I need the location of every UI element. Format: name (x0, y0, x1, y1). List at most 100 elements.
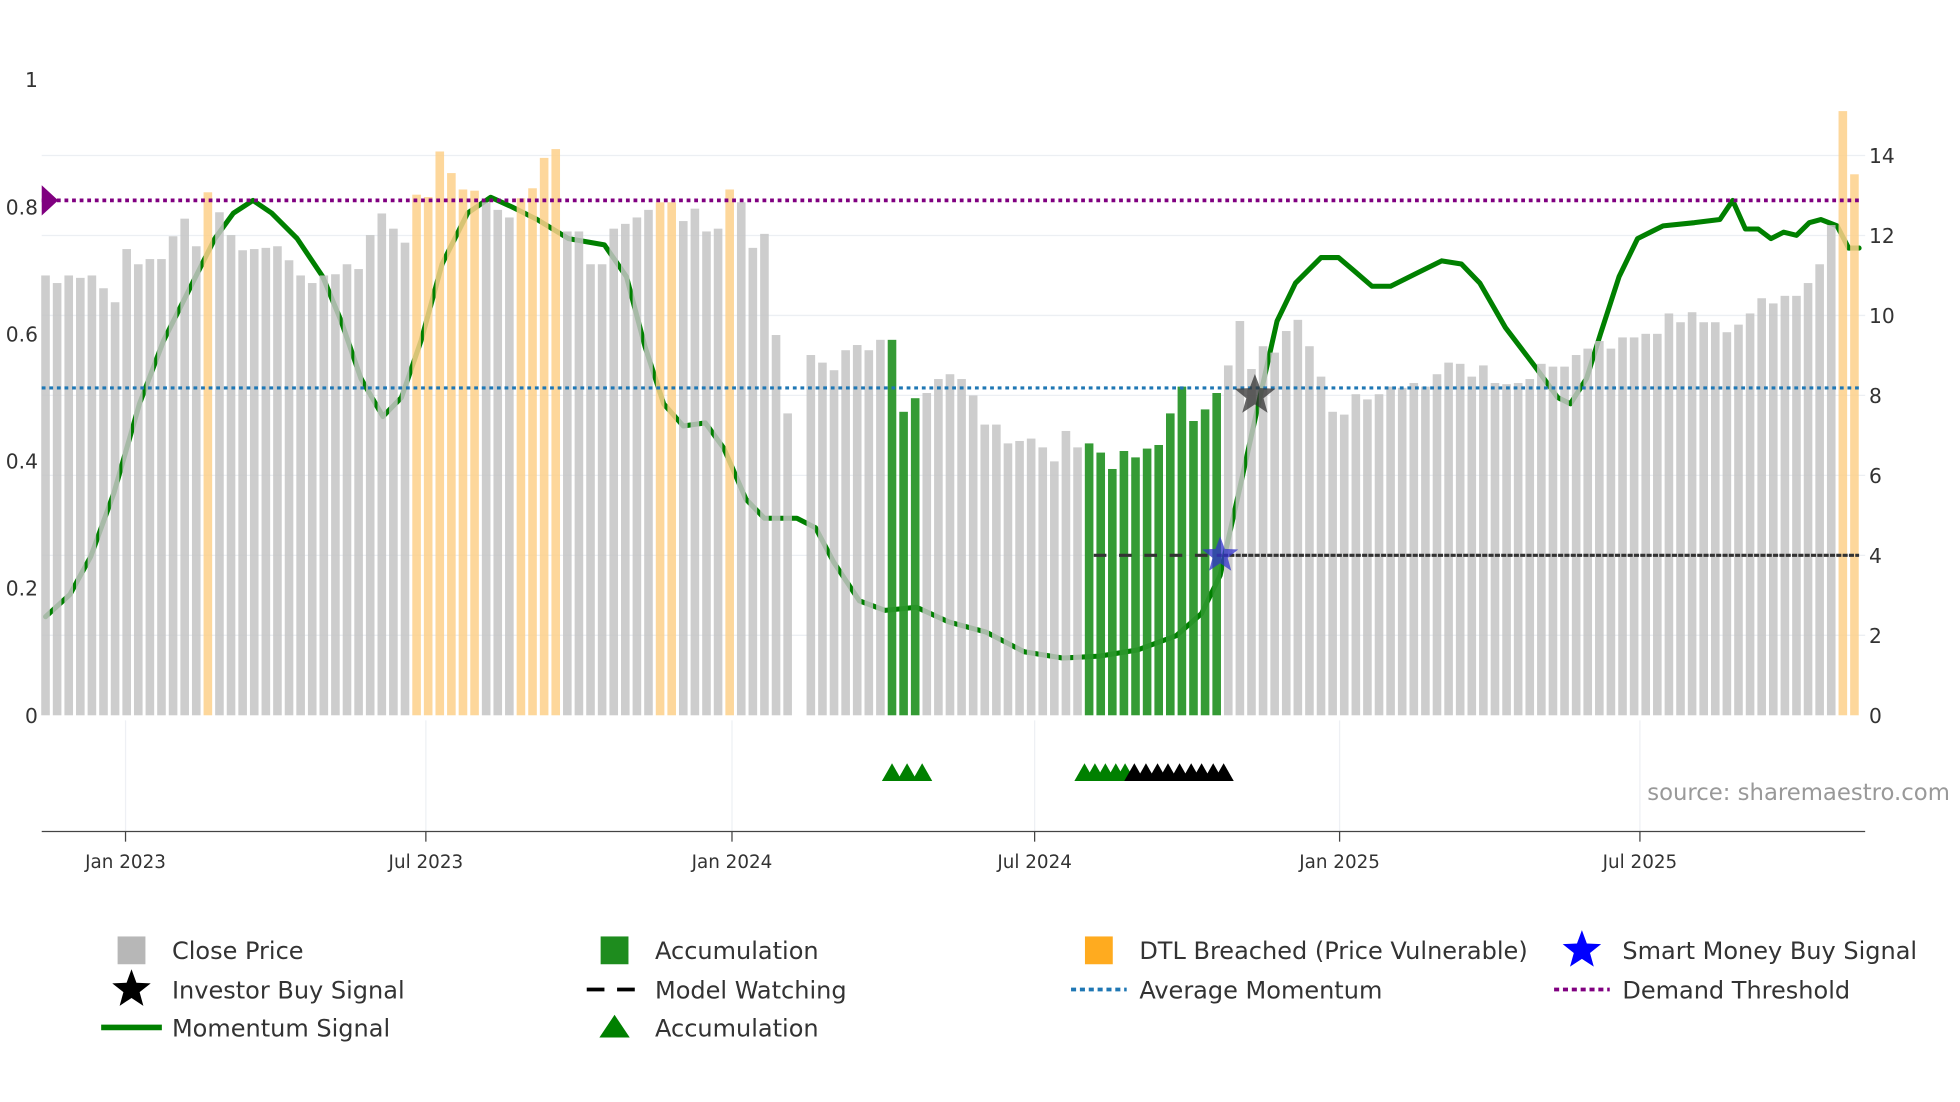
close-price-bar (574, 231, 584, 716)
close-price-bar (505, 217, 514, 716)
close-price-bar (1525, 379, 1535, 716)
close-price-bar (563, 231, 572, 716)
close-price-bar (1583, 348, 1593, 716)
left-y-tick-label: 0.2 (6, 577, 38, 601)
close-price-bar (934, 379, 943, 716)
legend-item: Demand Threshold (1554, 976, 1850, 1004)
close-price-bar (354, 269, 363, 716)
legend-label: Investor Buy Signal (172, 976, 405, 1004)
accumulation-bar (1096, 452, 1106, 716)
close-price-bar (1722, 332, 1732, 716)
legend-label: Momentum Signal (172, 1014, 390, 1042)
legend-item: Momentum Signal (101, 1014, 390, 1042)
close-price-bar (1710, 322, 1720, 716)
right-y-tick-label: 8 (1869, 384, 1882, 408)
close-price-bar (168, 236, 178, 716)
close-price-bar (273, 246, 282, 716)
close-price-bar (64, 275, 74, 716)
accumulation-bar (1165, 413, 1175, 716)
legend-item: Investor Buy Signal (112, 969, 405, 1006)
x-tick-label: Jul 2023 (388, 852, 464, 873)
dtl-breached-bar (1838, 111, 1848, 716)
close-price-bar (122, 249, 131, 716)
smart-money-buy-star-icon (1202, 536, 1239, 571)
close-price-bar (852, 345, 862, 716)
close-price-bar (1316, 376, 1326, 716)
dtl-breached-bar (516, 198, 526, 716)
legend-star-icon (112, 969, 151, 1006)
close-price-bar (87, 275, 97, 716)
close-price-bar (342, 264, 352, 716)
investor-buy-star-icon (1234, 373, 1276, 413)
close-price-bar (1432, 374, 1442, 716)
accumulation-bar (1200, 409, 1210, 716)
dtl-breached-bar (528, 188, 537, 716)
close-price-bar (945, 374, 955, 716)
dtl-breached-bar (539, 157, 549, 716)
legend-label: Demand Threshold (1622, 976, 1850, 1004)
close-price-bar (702, 231, 711, 716)
close-price-bar (157, 259, 166, 716)
close-price-bar (1305, 346, 1314, 716)
close-price-bar (829, 370, 839, 716)
close-price-bar (389, 228, 398, 716)
close-price-bar (1235, 321, 1245, 716)
close-price-bar (1455, 363, 1465, 716)
demand-threshold-diamond-icon (41, 185, 59, 216)
accumulation-bar (1119, 450, 1129, 716)
accumulation-bar (1108, 468, 1117, 716)
close-price-bar (1676, 322, 1685, 716)
close-price-bar (922, 393, 932, 716)
close-price-bar (1815, 264, 1824, 716)
close-price-bar (1502, 384, 1511, 716)
close-price-bar (1792, 295, 1801, 716)
close-price-bar (806, 355, 816, 716)
legend-swatch-icon (117, 936, 146, 965)
close-price-bar (215, 212, 224, 716)
legend-item: Smart Money Buy Signal (1562, 930, 1917, 967)
close-price-bar (1595, 341, 1604, 716)
close-price-bar (1780, 295, 1790, 716)
close-price-bar (1258, 346, 1268, 716)
close-price-bar (319, 275, 329, 716)
close-price-bar (1281, 331, 1291, 716)
close-price-bar (690, 208, 700, 716)
close-price-bar (1618, 337, 1627, 716)
legend-label: Accumulation (655, 1014, 819, 1042)
left-y-tick-label: 0.6 (6, 322, 38, 346)
close-price-bar (249, 249, 259, 716)
reference-lines (41, 185, 1860, 557)
close-price-bar (980, 424, 990, 716)
dtl-breached-bar (423, 197, 433, 716)
accumulation-bar (1131, 457, 1140, 716)
accumulation-bar (1189, 420, 1198, 716)
close-price-bar (678, 221, 688, 716)
close-price-bar (1363, 399, 1372, 716)
close-price-bar (284, 260, 294, 716)
legend-label: Average Momentum (1139, 976, 1382, 1004)
legend-label: Model Watching (655, 976, 847, 1004)
left-y-tick-label: 0.8 (6, 195, 38, 219)
close-price-bar (307, 283, 317, 716)
legend-label: Accumulation (655, 937, 819, 965)
close-price-bar (1293, 319, 1303, 716)
close-price-bar (609, 228, 619, 716)
close-price-bar (1339, 414, 1349, 716)
x-tick-label: Jan 2023 (84, 852, 166, 873)
close-price-bar (1745, 313, 1755, 716)
close-price-bar (365, 235, 375, 716)
close-price-bar (597, 264, 607, 716)
close-price-bar (1479, 365, 1488, 716)
close-price-bar (76, 277, 85, 716)
close-price-bar (1050, 461, 1059, 716)
close-price-bar (1687, 312, 1697, 716)
close-price-bar (1513, 383, 1523, 716)
close-price-bar (191, 246, 201, 716)
close-price-bar (1409, 383, 1419, 716)
source-label: source: sharemaestro.com (1647, 780, 1950, 806)
dtl-breached-bar (447, 173, 456, 716)
price-bars (41, 111, 1859, 716)
dtl-breached-bar (412, 194, 421, 716)
close-price-bar (1467, 376, 1477, 716)
close-price-bar (481, 202, 491, 716)
